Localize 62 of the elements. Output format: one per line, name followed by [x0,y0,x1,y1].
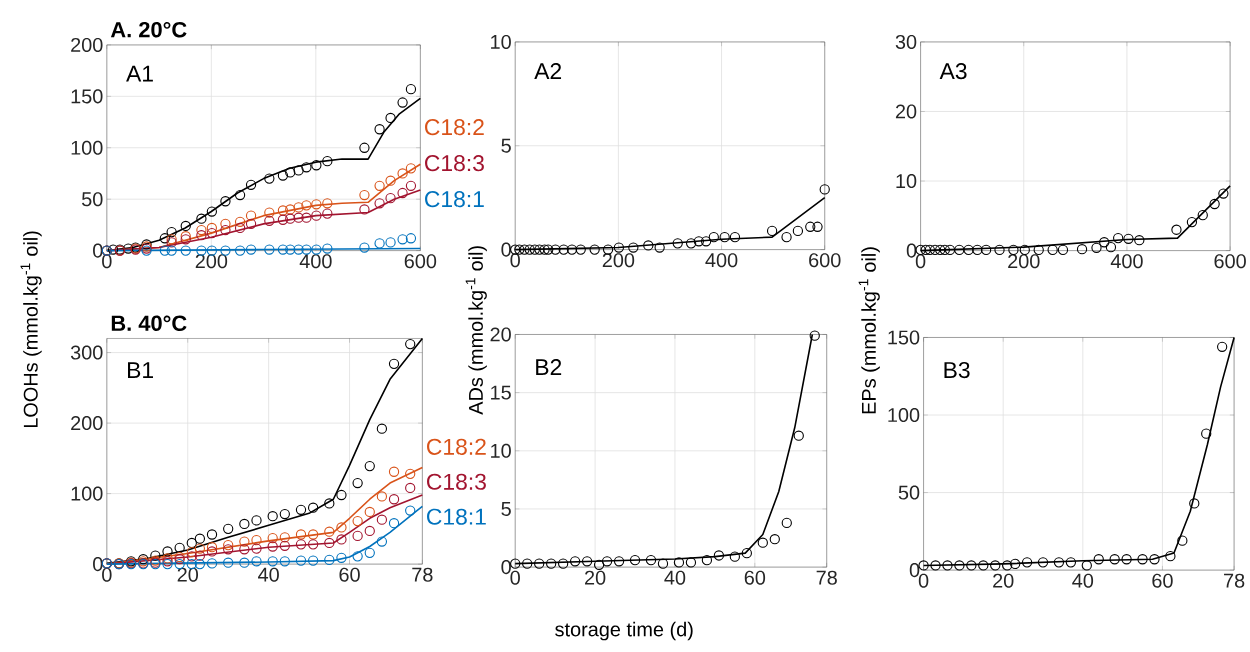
y-tick-label: 0 [906,243,917,258]
x-tick-label: 40 [1072,573,1094,588]
x-tick-label: 400 [705,253,738,268]
x-axis-title: storage time (d) [555,621,693,641]
y-tick-label: 300 [70,345,103,360]
x-tick-label: 200 [602,253,635,268]
annotation: A1 [126,65,153,82]
y-tick-label: 10 [896,174,917,189]
x-tick-label: 78 [1224,573,1245,588]
annotation: A2 [534,63,562,79]
y-tick-label: 100 [71,140,103,155]
series-label: C18:3 [427,473,486,490]
y-tick-label: 150 [71,89,103,104]
x-tick-label: 400 [299,254,332,269]
chart-title: B. 40°C [111,315,187,331]
x-tick-label: 600 [1214,254,1246,269]
y-tick-label: 10 [491,443,511,458]
chart-title: A. 20°C [110,21,187,38]
y-axis-title: EPs (mmol.kg$^{-1}$ oil) [858,247,880,414]
x-tick-label: 40 [664,570,686,585]
x-tick-label: 200 [1008,254,1040,269]
x-tick-label: 400 [1110,254,1143,269]
x-tick-label: 60 [339,567,360,582]
y-axis-title: ADs (mmol.kg$^{-1}$ oil) [465,246,487,415]
y-tick-label: 5 [501,138,511,153]
x-tick-label: 200 [195,254,228,269]
x-tick-label: 600 [404,254,437,269]
y-tick-label: 0 [93,557,103,572]
y-tick-label: 100 [888,407,920,423]
y-tick-label: 20 [490,327,511,342]
y-tick-label: 20 [895,104,917,119]
y-tick-label: 150 [888,330,920,345]
annotation: B3 [944,361,970,379]
series-label: C18:2 [425,119,484,136]
y-tick-label: 0 [501,242,511,257]
series-label: C18:1 [425,191,484,208]
series-label: C18:2 [427,438,486,455]
y-tick-label: 30 [895,34,917,49]
x-tick-label: 40 [258,567,279,582]
y-tick-label: 100 [71,486,103,501]
series-label: C18:1 [427,508,486,525]
annotation: B1 [128,362,153,378]
y-tick-label: 50 [81,192,103,207]
y-tick-label: 15 [491,385,511,400]
x-tick-label: 60 [744,570,766,585]
x-tick-label: 78 [816,570,837,585]
x-tick-label: 60 [1152,573,1173,588]
x-tick-label: 20 [177,567,199,582]
y-tick-label: 200 [71,37,103,52]
x-tick-label: 600 [809,253,841,268]
y-tick-label: 200 [71,416,103,431]
y-tick-label: 5 [501,502,511,516]
y-tick-label: 10 [491,34,511,49]
y-axis-title: LOOHs (mmol.kg$^{-1}$ oil) [20,231,42,428]
x-tick-label: 20 [585,570,606,585]
annotation: B2 [536,359,562,376]
series-label: C18:3 [425,155,484,172]
annotation: A3 [939,63,967,80]
y-tick-label: 50 [898,485,920,500]
y-tick-label: 0 [93,243,103,258]
x-tick-label: 78 [412,567,433,582]
x-tick-label: 20 [993,573,1014,588]
